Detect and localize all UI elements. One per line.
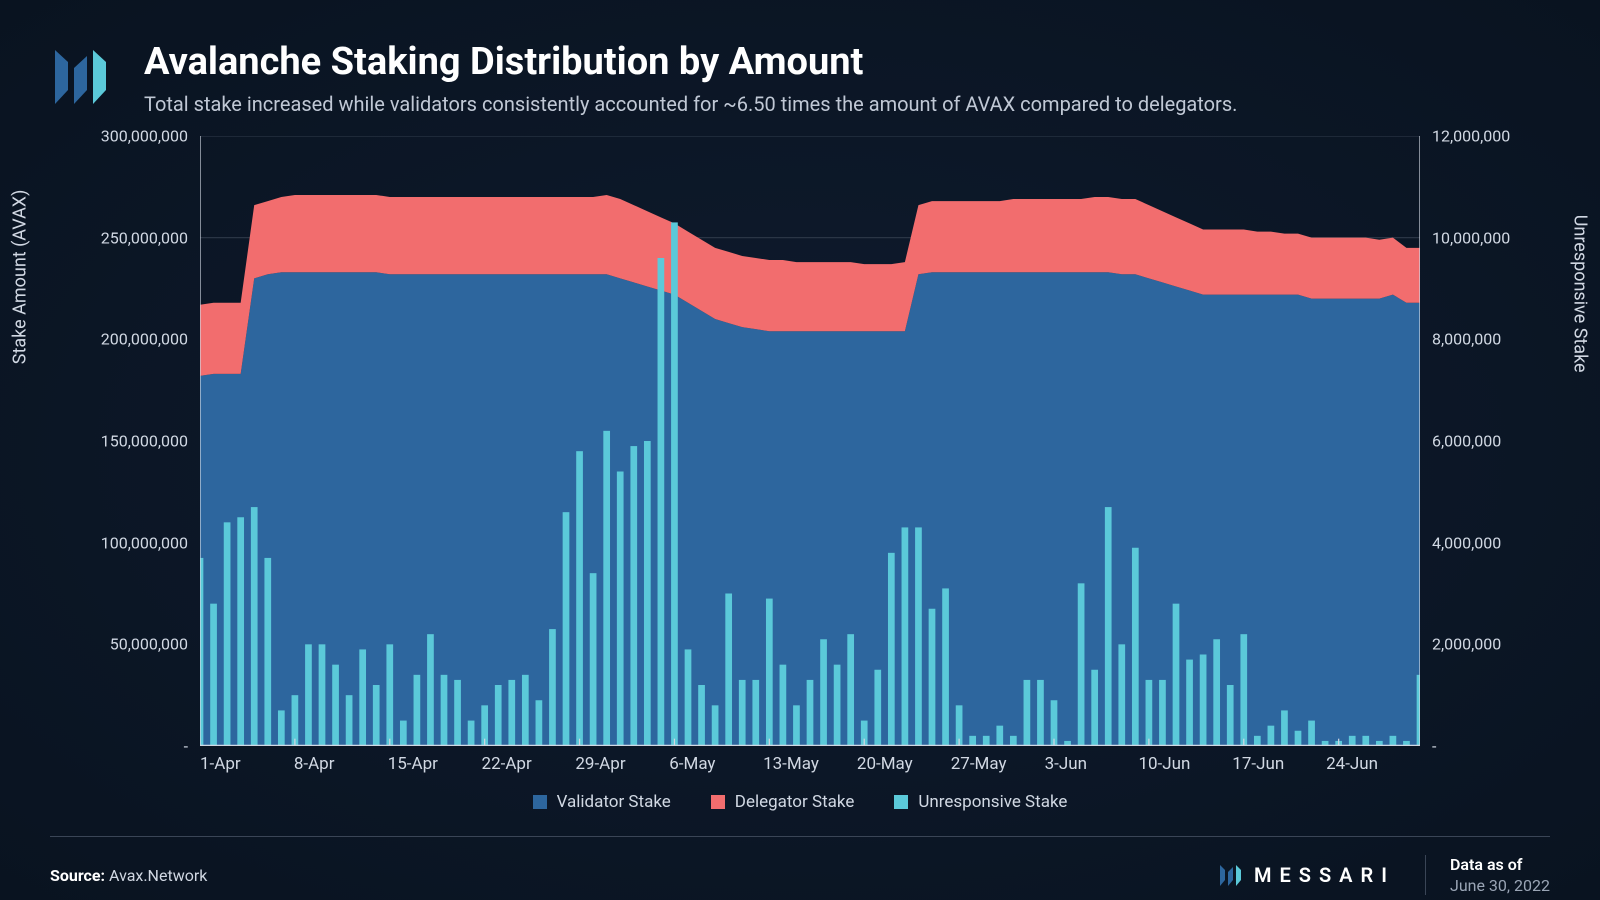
x-tick: 1-Apr [200,754,294,774]
messari-logo-icon [50,40,120,114]
x-tick: 17-Jun [1232,754,1326,774]
x-tick: 22-Apr [482,754,576,774]
legend-label: Delegator Stake [735,792,855,812]
y-right-tick: 4,000,000 [1432,533,1501,552]
plot-area [200,136,1420,746]
source-label: Source: [50,866,105,885]
legend-label: Unresponsive Stake [918,792,1067,812]
legend-swatch-unresponsive [894,795,908,809]
legend-label: Validator Stake [557,792,671,812]
legend: Validator Stake Delegator Stake Unrespon… [50,792,1550,812]
legend-unresponsive: Unresponsive Stake [894,792,1067,812]
footer-logo: MESSARI [1218,861,1395,889]
y-left-tick: 50,000,000 [110,635,188,654]
y-axis-left: Stake Amount (AVAX) -50,000,000100,000,0… [50,136,200,746]
x-tick: 29-Apr [575,754,669,774]
x-tick: 27-May [951,754,1045,774]
date-label: Data as of [1450,855,1550,874]
y-right-tick: 8,000,000 [1432,330,1501,349]
title-block: Avalanche Staking Distribution by Amount… [144,40,1237,116]
legend-swatch-validator [533,795,547,809]
chart-subtitle: Total stake increased while validators c… [144,92,1237,116]
y-axis-right: Unresponsive Stake -2,000,0004,000,0006,… [1420,136,1550,746]
x-tick: 13-May [763,754,857,774]
x-tick: 3-Jun [1045,754,1139,774]
y-right-tick: - [1432,737,1436,756]
header: Avalanche Staking Distribution by Amount… [50,40,1550,116]
chart-container: Stake Amount (AVAX) -50,000,000100,000,0… [50,136,1550,812]
date-value: June 30, 2022 [1450,876,1550,895]
x-axis: 1-Apr8-Apr15-Apr22-Apr29-Apr6-May13-May2… [200,754,1420,774]
source: Source: Avax.Network [50,866,207,885]
y-axis-right-label: Unresponsive Stake [1570,215,1591,373]
legend-validator: Validator Stake [533,792,671,812]
y-right-tick: 2,000,000 [1432,635,1501,654]
x-tick: 20-May [857,754,951,774]
footer: Source: Avax.Network MESSARI Data as of … [50,836,1550,895]
date-block: Data as of June 30, 2022 [1425,855,1550,895]
x-tick: 6-May [669,754,763,774]
y-left-tick: 250,000,000 [101,228,188,247]
y-left-tick: - [184,737,188,756]
footer-brand-text: MESSARI [1254,863,1395,887]
x-tick: 24-Jun [1326,754,1420,774]
y-left-tick: 200,000,000 [101,330,188,349]
y-left-tick: 150,000,000 [101,432,188,451]
y-left-tick: 100,000,000 [101,533,188,552]
legend-swatch-delegator [711,795,725,809]
messari-logo-small-icon [1218,861,1246,889]
x-tick: 8-Apr [294,754,388,774]
x-tick: 15-Apr [388,754,482,774]
y-right-tick: 6,000,000 [1432,432,1501,451]
chart-title: Avalanche Staking Distribution by Amount [144,40,1237,84]
legend-delegator: Delegator Stake [711,792,855,812]
y-axis-left-label: Stake Amount (AVAX) [10,190,31,365]
y-right-tick: 10,000,000 [1432,228,1510,247]
y-left-tick: 300,000,000 [101,127,188,146]
source-value: Avax.Network [109,866,207,885]
x-tick: 10-Jun [1138,754,1232,774]
y-right-tick: 12,000,000 [1432,127,1510,146]
